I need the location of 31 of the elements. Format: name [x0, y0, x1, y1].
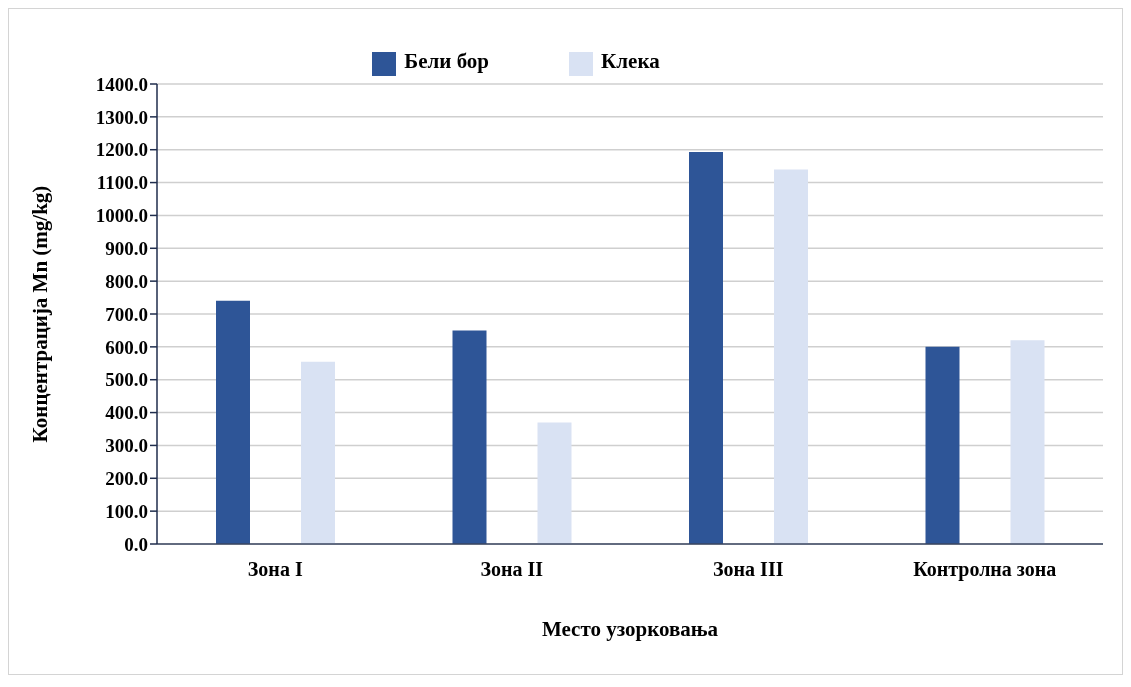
y-tick-label: 1300.0: [95, 106, 148, 128]
y-tick-label: 900.0: [105, 238, 148, 260]
y-tick-label: 1100.0: [96, 172, 148, 194]
y-axis-title: Концентрација Mn (mg/kg): [28, 185, 52, 443]
y-tick-label: 1000.0: [95, 205, 148, 227]
y-tick-label: 700.0: [105, 303, 148, 325]
y-tick-label: 600.0: [105, 336, 148, 358]
y-tick-label: 800.0: [105, 270, 148, 292]
legend-label: Бели бор: [404, 49, 490, 73]
y-tick-label: 200.0: [105, 468, 148, 490]
y-tick-label: 400.0: [105, 402, 148, 424]
y-tick-label: 100.0: [105, 500, 148, 522]
bar: [689, 152, 723, 544]
bar: [925, 346, 960, 544]
bar: [1010, 340, 1045, 544]
y-tick-label: 300.0: [105, 435, 148, 457]
bar: [537, 422, 572, 544]
legend-label: Клека: [601, 49, 660, 73]
bar: [216, 300, 250, 544]
y-tick-label: 1400.0: [95, 73, 148, 95]
x-tick-label: Зона III: [713, 558, 784, 581]
bar: [301, 361, 335, 544]
bar: [774, 169, 808, 544]
y-tick-label: 500.0: [105, 369, 148, 391]
x-tick-label: Зона I: [247, 558, 303, 581]
x-tick-label: Зона II: [480, 558, 544, 581]
x-axis-title: Место узорковања: [541, 617, 719, 641]
y-tick-label: 0.0: [124, 533, 148, 555]
y-tick-label: 1200.0: [95, 139, 148, 161]
x-tick-label: Контролна зона: [913, 558, 1057, 582]
bar: [452, 330, 487, 544]
